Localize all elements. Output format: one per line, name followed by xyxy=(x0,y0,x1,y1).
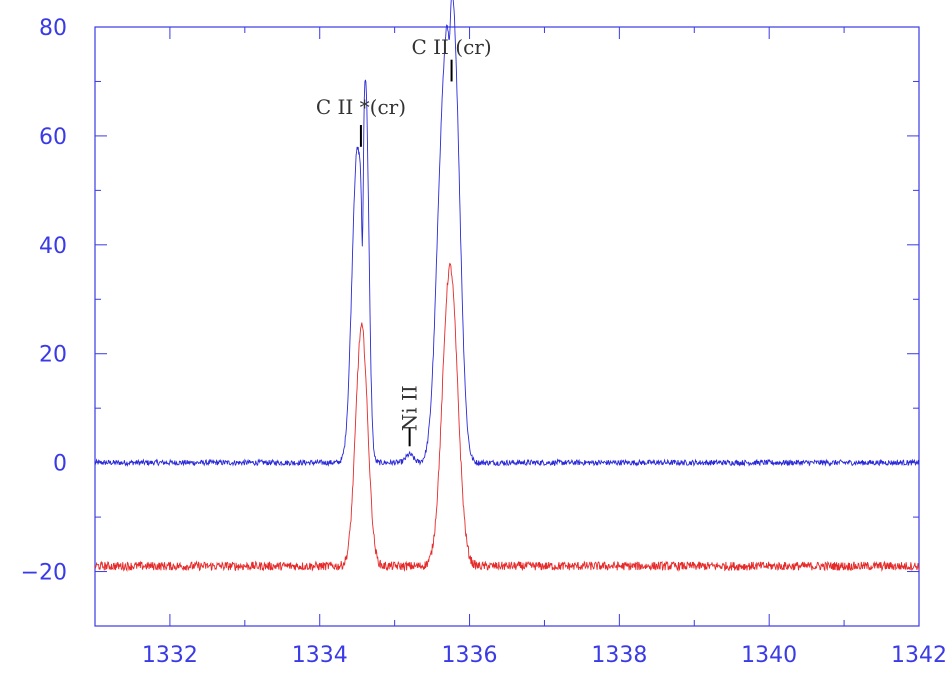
x-tick-label: 1338 xyxy=(591,643,647,668)
x-tick-label: 1334 xyxy=(292,643,348,668)
y-tick-label: 20 xyxy=(39,343,67,368)
line-annotations: C II *(cr) C II (cr) Ni II xyxy=(316,35,492,447)
x-tick-label: 1332 xyxy=(142,643,198,668)
x-tick-label: 1340 xyxy=(741,643,797,668)
plot-frame xyxy=(94,26,920,627)
y-tick-label: 80 xyxy=(39,16,67,41)
y-tick-label: −20 xyxy=(21,561,67,586)
y-tick-label: 40 xyxy=(39,234,67,259)
axis-tick-labels: 1332 1334 1336 1338 1340 1342 −20 0 20 40 60 80 xyxy=(21,16,947,668)
axis-ticks xyxy=(94,26,920,627)
annotation-label: C II (cr) xyxy=(411,35,491,59)
y-tick-label: 60 xyxy=(39,125,67,150)
x-tick-label: 1342 xyxy=(891,643,947,668)
series-line-0 xyxy=(94,0,920,468)
x-tick-label: 1336 xyxy=(442,643,498,668)
series-line-1 xyxy=(94,262,920,572)
annotation-label: C II *(cr) xyxy=(316,95,406,119)
series-layer xyxy=(94,0,920,572)
annotation-label: Ni II xyxy=(398,385,422,431)
y-tick-label: 0 xyxy=(53,452,67,477)
